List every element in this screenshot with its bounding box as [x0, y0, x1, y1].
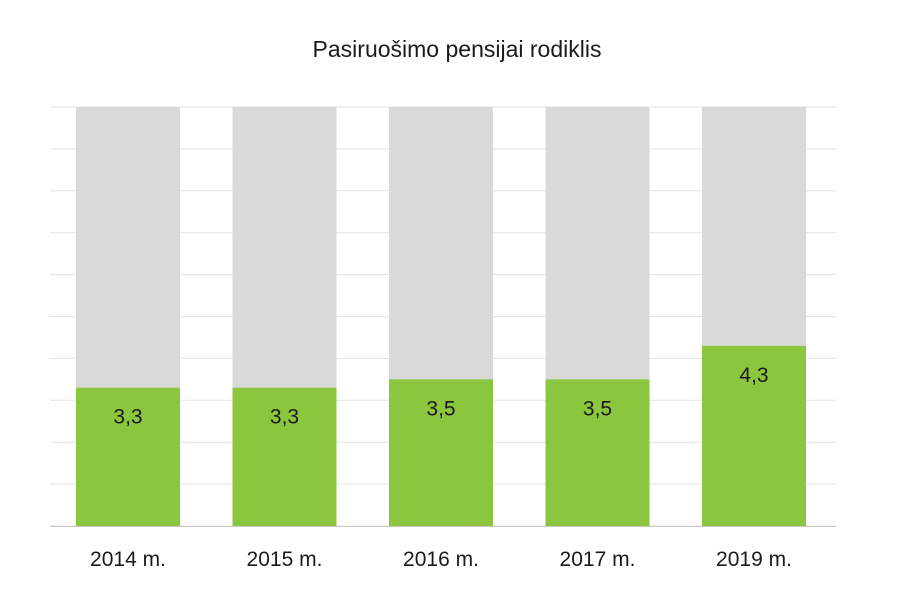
- data-label: 4,3: [739, 364, 768, 387]
- bar: [232, 387, 337, 526]
- chart-title: Pasiruošimo pensijai rodiklis: [313, 36, 602, 62]
- data-label: 3,3: [270, 406, 299, 429]
- bar: [76, 387, 180, 526]
- x-tick-label: 2019 m.: [716, 548, 792, 571]
- x-tick-label: 2015 m.: [247, 548, 323, 571]
- data-label: 3,3: [113, 406, 142, 429]
- bar: [702, 345, 806, 526]
- x-tick-label: 2014 m.: [90, 548, 166, 571]
- x-tick-label: 2016 m.: [403, 548, 479, 571]
- bar: [545, 379, 650, 526]
- data-label: 3,5: [426, 397, 455, 420]
- bar: [389, 379, 493, 526]
- x-axis-labels: 2014 m. 2015 m. 2016 m. 2017 m. 2019 m.: [90, 548, 792, 571]
- bars: 3,3 3,3 3,5 3,5 4,3: [76, 107, 806, 526]
- x-tick-label: 2017 m.: [560, 548, 636, 571]
- data-label: 3,5: [583, 397, 612, 420]
